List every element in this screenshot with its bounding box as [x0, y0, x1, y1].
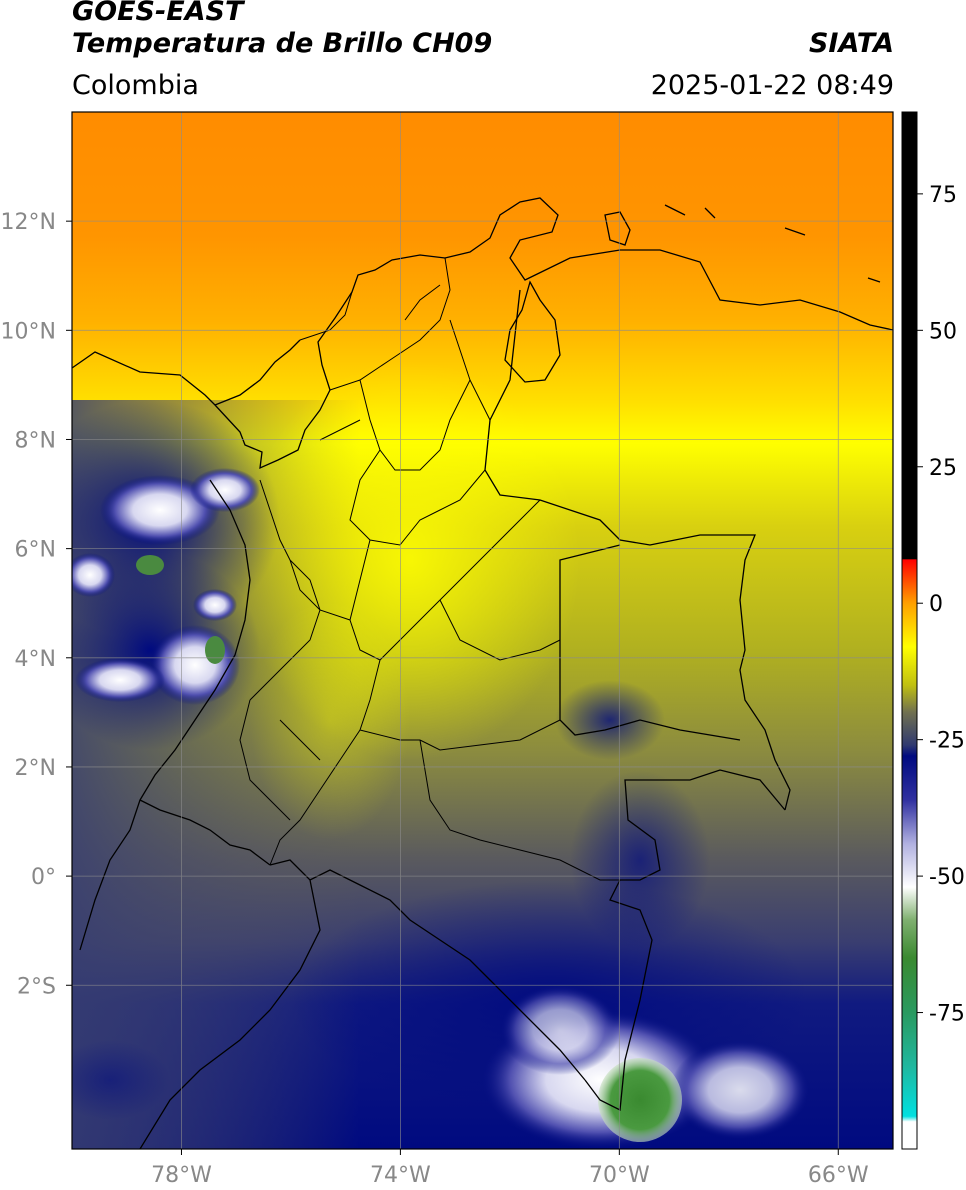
map-frame	[71, 111, 894, 1150]
lat-tick-label: 10°N	[1, 319, 56, 344]
brightness-temperature-field	[72, 112, 893, 1149]
colorbar-tick-label: -50	[929, 865, 965, 890]
brazil-border	[584, 769, 786, 1112]
pacific-coastline	[79, 479, 251, 951]
panama-border	[214, 339, 301, 406]
timestamp-label: 2025-01-22 08:49	[650, 70, 894, 101]
lat-tick-label: 6°N	[15, 538, 56, 563]
lon-tick-label: 70°W	[589, 1163, 650, 1188]
ecuador-south	[139, 879, 321, 1149]
venezuela-border	[484, 289, 791, 811]
islands	[664, 204, 881, 283]
colorbar-tick-label: 50	[929, 319, 957, 344]
colorbar-frame	[901, 111, 918, 1150]
colorbar-gradient	[902, 112, 917, 1149]
caribbean-coastline	[72, 197, 893, 470]
ecuador-border	[139, 799, 271, 866]
lat-tick-label: 4°N	[15, 647, 56, 672]
lon-tick-label: 78°W	[151, 1163, 212, 1188]
lon-tick-label: 66°W	[808, 1163, 869, 1188]
colorbar-tick-label: 25	[929, 456, 957, 481]
colorbar-tick-label: -25	[929, 729, 965, 754]
organization-label: SIATA	[808, 28, 894, 59]
colorbar-tick-label: -75	[929, 1002, 965, 1027]
title-line-2: Temperatura de Brillo CH09	[72, 28, 493, 59]
lake-maracaibo	[504, 280, 561, 383]
aruba-curacao	[604, 211, 631, 246]
colorbar-tick-label: 0	[929, 592, 943, 617]
colorbar-ticks: 75 50 25 0 -25 -50 -75	[917, 183, 965, 1027]
lat-tick-label: 2°N	[15, 756, 56, 781]
title-line-1: GOES-EAST	[72, 0, 244, 27]
latitude-ticks: 12°N 10°N 8°N 6°N 4°N 2°N 0° 2°S	[1, 210, 72, 999]
lat-tick-label: 0°	[31, 865, 56, 890]
lat-tick-label: 2°S	[17, 974, 56, 999]
colorbar: 75 50 25 0 -25 -50 -75	[901, 111, 965, 1150]
eastern-border-segment	[559, 544, 741, 741]
lat-tick-label: 12°N	[1, 210, 56, 235]
lon-tick-label: 74°W	[370, 1163, 431, 1188]
lat-tick-label: 8°N	[15, 428, 56, 453]
longitude-ticks: 78°W 74°W 70°W 66°W	[151, 1149, 869, 1188]
graticule	[72, 112, 893, 1149]
region-label: Colombia	[72, 70, 199, 101]
colorbar-tick-label: 75	[929, 183, 957, 208]
